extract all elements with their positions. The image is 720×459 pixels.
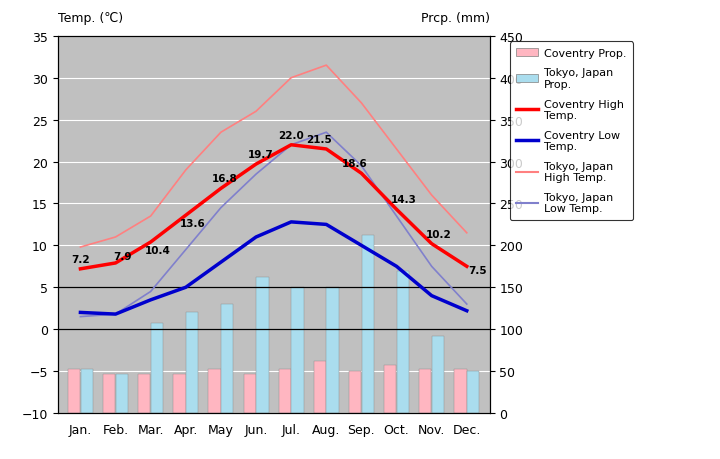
Bar: [419, 369, 431, 413]
Bar: [116, 374, 128, 413]
Legend: Coventry Prop., Tokyo, Japan
Prop., Coventry High
Temp., Coventry Low
Temp., Tok: Coventry Prop., Tokyo, Japan Prop., Cove…: [510, 42, 633, 220]
Bar: [68, 369, 80, 413]
Text: 7.5: 7.5: [469, 266, 487, 276]
Bar: [292, 288, 304, 413]
Bar: [151, 324, 163, 413]
Bar: [256, 278, 269, 413]
Bar: [432, 336, 444, 413]
Bar: [454, 369, 467, 413]
Bar: [397, 271, 409, 413]
Bar: [361, 236, 374, 413]
Bar: [243, 374, 256, 413]
Text: 13.6: 13.6: [180, 219, 206, 229]
Text: 10.4: 10.4: [145, 246, 171, 256]
Text: Temp. (℃): Temp. (℃): [58, 12, 122, 25]
Bar: [221, 304, 233, 413]
Bar: [349, 371, 361, 413]
Bar: [209, 369, 221, 413]
Text: Prcp. (mm): Prcp. (mm): [420, 12, 490, 25]
Text: 21.5: 21.5: [307, 135, 332, 145]
Text: 7.2: 7.2: [71, 254, 90, 264]
Bar: [186, 313, 198, 413]
Bar: [384, 365, 396, 413]
Text: 16.8: 16.8: [212, 174, 238, 184]
Text: 22.0: 22.0: [279, 130, 304, 140]
Bar: [326, 288, 338, 413]
Text: 18.6: 18.6: [341, 159, 367, 169]
Bar: [103, 374, 115, 413]
Bar: [81, 369, 93, 413]
Bar: [314, 361, 326, 413]
Bar: [138, 374, 150, 413]
Bar: [467, 371, 480, 413]
Text: 10.2: 10.2: [426, 229, 451, 239]
Text: 7.9: 7.9: [113, 251, 132, 261]
Bar: [174, 374, 186, 413]
Bar: [279, 369, 291, 413]
Text: 14.3: 14.3: [390, 195, 416, 205]
Text: 19.7: 19.7: [248, 150, 273, 160]
